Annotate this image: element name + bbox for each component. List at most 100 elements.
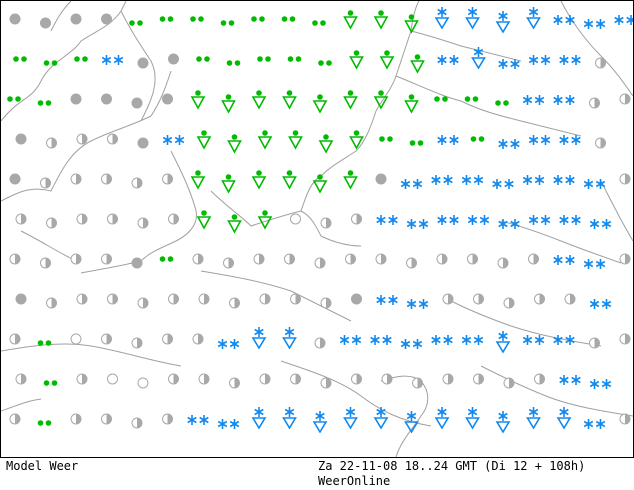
snow-symbol [375, 294, 399, 306]
rain-symbol [37, 340, 52, 346]
rain-symbol [196, 56, 210, 62]
rain-shower-symbol [196, 210, 212, 230]
half-symbol [375, 253, 387, 265]
rain-shower-symbol [343, 10, 358, 30]
half-symbol [101, 333, 112, 345]
half-symbol [320, 297, 332, 309]
brand-label: WeerOnline [318, 474, 391, 488]
snow-shower-symbol [434, 6, 450, 30]
half-symbol [442, 373, 454, 385]
half-symbol [131, 417, 143, 429]
half-symbol [619, 93, 631, 105]
half-symbol [442, 293, 454, 305]
rain-shower-symbol [373, 90, 389, 110]
snow-shower-symbol [312, 410, 328, 434]
cloud-symbol [9, 13, 21, 25]
half-symbol [76, 133, 88, 145]
rain-shower-symbol [410, 54, 425, 74]
half-symbol [412, 377, 423, 389]
snow-shower-symbol [526, 406, 541, 430]
snow-shower-symbol [526, 6, 541, 30]
snow-shower-symbol [373, 406, 389, 430]
rain-symbol [409, 140, 424, 146]
snow-shower-symbol [343, 406, 358, 430]
snow-symbol [522, 334, 545, 346]
half-symbol [107, 133, 118, 145]
half-symbol [162, 173, 173, 185]
rain-symbol [464, 96, 479, 102]
half-symbol [9, 333, 21, 345]
half-symbol [320, 377, 332, 389]
cloud-symbol [70, 93, 82, 105]
snow-symbol [583, 258, 606, 270]
half-symbol [290, 293, 301, 305]
half-symbol [223, 257, 234, 269]
snow-shower-symbol [434, 406, 450, 430]
snow-symbol [583, 178, 606, 190]
snow-symbol [558, 374, 582, 386]
half-symbol [503, 377, 515, 389]
cloud-symbol [15, 133, 27, 145]
rain-shower-symbol [404, 14, 419, 34]
rain-symbol [37, 100, 52, 106]
snow-symbol [589, 218, 612, 230]
cloud-symbol [40, 17, 51, 29]
half-symbol [534, 293, 545, 305]
snow-symbol [436, 214, 460, 226]
half-symbol [467, 253, 478, 265]
half-symbol [76, 373, 88, 385]
snow-symbol [186, 414, 210, 426]
rain-shower-symbol [251, 90, 267, 110]
half-symbol [259, 373, 271, 385]
rain-symbol [13, 56, 27, 62]
half-symbol [534, 373, 545, 385]
rain-symbol [470, 136, 485, 142]
snow-symbol [497, 138, 521, 150]
snow-symbol [528, 214, 551, 226]
snow-symbol [406, 298, 429, 310]
half-symbol [168, 213, 179, 225]
snow-shower-symbol [465, 6, 480, 30]
rain-symbol [434, 96, 448, 102]
half-symbol [101, 173, 112, 185]
half-symbol [198, 373, 210, 385]
half-symbol [15, 373, 27, 385]
half-symbol [473, 293, 484, 305]
rain-shower-symbol [257, 130, 273, 150]
cloud-symbol [137, 137, 149, 149]
half-symbol [259, 293, 271, 305]
half-symbol [9, 413, 21, 425]
half-symbol [76, 293, 88, 305]
half-symbol [589, 97, 600, 109]
half-symbol [320, 217, 332, 229]
rain-shower-symbol [373, 10, 389, 30]
half-symbol [70, 413, 82, 425]
rain-shower-symbol [190, 170, 206, 190]
snow-symbol [461, 174, 484, 186]
snow-symbol [497, 58, 521, 70]
rain-symbol [7, 96, 21, 102]
half-symbol [70, 253, 82, 265]
snow-symbol [467, 214, 490, 226]
half-symbol [9, 253, 21, 265]
cloud-symbol [9, 173, 21, 185]
half-symbol [436, 253, 448, 265]
snow-symbol [552, 254, 576, 266]
rain-shower-symbol [227, 214, 242, 234]
snow-symbol [552, 334, 576, 346]
half-symbol [168, 293, 179, 305]
rain-symbol [495, 100, 509, 106]
model-label: Model Weer [6, 459, 79, 473]
snow-symbol [400, 178, 423, 190]
snow-symbol [552, 174, 576, 186]
half-symbol [162, 413, 173, 425]
snow-symbol [339, 334, 362, 346]
half-symbol [46, 297, 57, 309]
snow-symbol [162, 134, 185, 146]
snow-symbol [369, 334, 393, 346]
snow-symbol [436, 134, 460, 146]
rain-symbol [251, 16, 265, 22]
snow-symbol [461, 334, 484, 346]
half-symbol [406, 257, 417, 269]
rain-symbol [287, 56, 302, 62]
